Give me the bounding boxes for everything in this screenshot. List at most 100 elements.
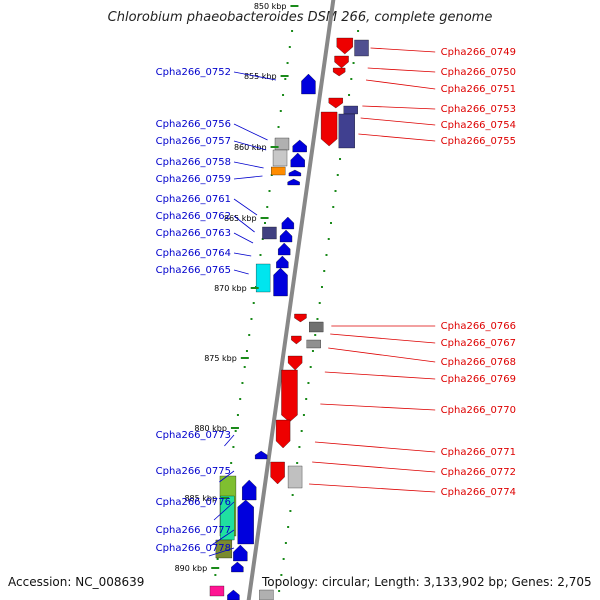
- gene-label-right[interactable]: Cpha266_0770: [441, 405, 516, 416]
- label-leader-line: [233, 232, 254, 244]
- tick-label: 855 kbp: [244, 72, 277, 81]
- gene-label-left[interactable]: Cpha266_0777: [156, 525, 231, 536]
- dotted-track-right-dot: [284, 542, 287, 544]
- gene-label-right[interactable]: Cpha266_0750: [441, 67, 516, 78]
- dotted-track-right-dot: [336, 174, 339, 176]
- forward-gene-arrow: [276, 255, 289, 269]
- forward-gene-arrow: [254, 450, 268, 460]
- dotted-track-left-dot: [288, 46, 291, 48]
- gene-label-left[interactable]: Cpha266_0764: [156, 248, 231, 259]
- gene-label-left[interactable]: Cpha266_0778: [156, 543, 231, 554]
- gene-label-left[interactable]: Cpha266_0756: [156, 119, 231, 130]
- dotted-track-right-dot: [329, 222, 332, 224]
- label-leader-line: [233, 71, 277, 81]
- gene-label-left[interactable]: Cpha266_0776: [156, 497, 231, 508]
- gene-label-right[interactable]: Cpha266_0767: [441, 338, 516, 349]
- dotted-track-left-dot: [241, 382, 244, 384]
- label-leader-line: [309, 483, 436, 493]
- gene-label-right[interactable]: Cpha266_0755: [441, 136, 516, 147]
- dotted-track-right-dot: [316, 318, 319, 320]
- gene-label-right[interactable]: Cpha266_0751: [441, 84, 516, 95]
- dotted-track-right-dot: [311, 350, 314, 352]
- reverse-gene-block: [287, 465, 303, 489]
- dotted-track-right-dot: [300, 430, 303, 432]
- forward-gene-arrow: [301, 73, 316, 95]
- label-leader-line: [358, 133, 436, 142]
- label-leader-line: [367, 67, 436, 73]
- reverse-gene-arrow: [270, 461, 285, 485]
- gene-label-right[interactable]: Cpha266_0774: [441, 487, 516, 498]
- gene-label-right[interactable]: Cpha266_0766: [441, 321, 516, 332]
- reverse-gene-block: [343, 105, 358, 115]
- dotted-track-right-dot: [320, 286, 323, 288]
- dotted-track-left-dot: [277, 126, 280, 128]
- label-leader-line: [233, 161, 264, 169]
- reverse-gene-arrow: [332, 67, 346, 77]
- dotted-track-right-dot: [282, 558, 285, 560]
- reverse-gene-block: [309, 321, 324, 333]
- gene-label-right[interactable]: Cpha266_0771: [441, 447, 516, 458]
- dotted-track-left-dot: [214, 574, 217, 576]
- dotted-track-left-dot: [259, 254, 262, 256]
- forward-gene-arrow: [273, 267, 288, 297]
- gene-label-left[interactable]: Cpha266_0775: [156, 466, 231, 477]
- label-leader-line: [330, 333, 436, 344]
- label-leader-line: [320, 403, 436, 411]
- label-leader-line: [314, 441, 436, 453]
- gene-label-left[interactable]: Cpha266_0752: [156, 67, 231, 78]
- reverse-gene-arrow: [336, 37, 353, 55]
- forward-gene-arrow: [231, 561, 244, 573]
- accession-text: Accession: NC_008639: [8, 575, 145, 589]
- dotted-track-left-dot: [245, 350, 248, 352]
- forward-gene-arrow: [279, 229, 293, 243]
- genome-stats-text: Topology: circular; Length: 3,133,902 bp…: [262, 575, 592, 589]
- forward-gene-block: [209, 585, 225, 597]
- gene-label-left[interactable]: Cpha266_0758: [156, 157, 231, 168]
- reverse-gene-arrow: [291, 335, 302, 345]
- gene-label-left[interactable]: Cpha266_0761: [156, 194, 231, 205]
- label-leader-line: [210, 529, 235, 547]
- reverse-gene-arrow: [281, 369, 298, 423]
- label-leader-line: [233, 123, 268, 141]
- gene-label-left[interactable]: Cpha266_0762: [156, 211, 231, 222]
- forward-gene-block: [272, 149, 288, 167]
- forward-gene-block: [255, 263, 271, 293]
- dotted-track-right-dot: [307, 382, 310, 384]
- dotted-track-right-dot: [289, 510, 292, 512]
- tick-label: 890 kbp: [175, 564, 208, 573]
- dotted-track-left-dot: [286, 62, 289, 64]
- reverse-gene-arrow: [320, 111, 338, 147]
- gene-label-right[interactable]: Cpha266_0769: [441, 374, 516, 385]
- label-leader-line: [213, 501, 235, 521]
- dotted-track-left-dot: [268, 190, 271, 192]
- forward-gene-arrow: [227, 589, 240, 600]
- tick-label: 865 kbp: [224, 214, 257, 223]
- gene-label-right[interactable]: Cpha266_0754: [441, 120, 516, 131]
- gene-label-left[interactable]: Cpha266_0763: [156, 228, 231, 239]
- forward-gene-arrow: [290, 152, 305, 168]
- dotted-track-right-dot: [339, 158, 342, 160]
- gene-label-right[interactable]: Cpha266_0753: [441, 104, 516, 115]
- label-leader-line: [208, 547, 235, 557]
- reverse-gene-arrow: [287, 355, 303, 371]
- dotted-track-left-dot: [230, 462, 233, 464]
- gene-label-left[interactable]: Cpha266_0773: [156, 430, 231, 441]
- gene-label-right[interactable]: Cpha266_0772: [441, 467, 516, 478]
- gene-label-right[interactable]: Cpha266_0768: [441, 357, 516, 368]
- dotted-track-left-dot: [252, 302, 255, 304]
- label-leader-line: [362, 105, 436, 110]
- reverse-gene-arrow: [334, 55, 349, 69]
- tick-label: 870 kbp: [214, 284, 247, 293]
- gene-label-left[interactable]: Cpha266_0759: [156, 174, 231, 185]
- map-title: Chlorobium phaeobacteroides DSM 266, com…: [107, 10, 493, 25]
- dotted-track-left-dot: [279, 110, 282, 112]
- forward-gene-arrow: [287, 178, 300, 186]
- dotted-track-left-dot: [291, 30, 294, 32]
- gene-label-left[interactable]: Cpha266_0757: [156, 136, 231, 147]
- gene-label-left[interactable]: Cpha266_0765: [156, 265, 231, 276]
- label-leader-line: [233, 175, 263, 180]
- forward-gene-arrow: [292, 139, 307, 153]
- gene-label-right[interactable]: Cpha266_0749: [441, 47, 516, 58]
- dotted-track-right-dot: [314, 334, 317, 336]
- dotted-track-right-dot: [287, 526, 290, 528]
